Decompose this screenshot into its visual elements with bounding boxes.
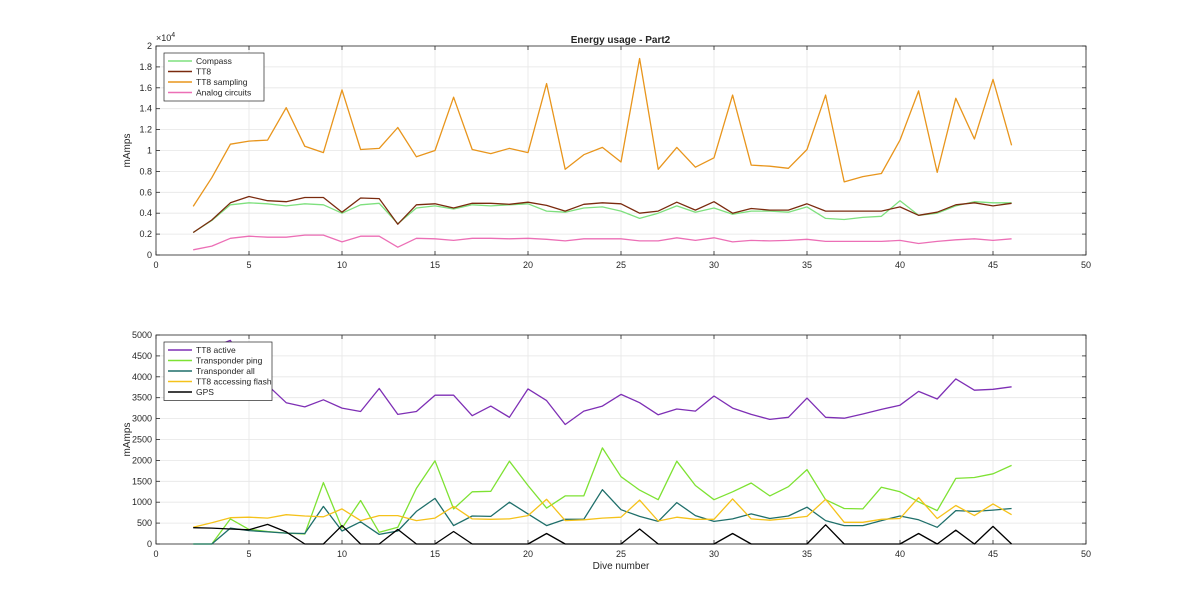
y-tick-label: 0	[147, 539, 152, 549]
x-tick-label: 0	[153, 549, 158, 559]
series-line-3	[192, 57, 1013, 207]
y-tick-label: 1500	[132, 476, 152, 486]
x-tick-label: 10	[337, 260, 347, 270]
y-tick-label: 0.6	[139, 187, 152, 197]
legend-label: Transponder all	[196, 366, 255, 376]
y-tick-label: 0.8	[139, 166, 152, 176]
x-tick-label: 15	[430, 549, 440, 559]
y-tick-label: 2000	[132, 455, 152, 465]
x-tick-label: 50	[1081, 260, 1091, 270]
x-tick-label: 5	[246, 549, 251, 559]
legend-label: Compass	[196, 56, 232, 66]
x-tick-label: 40	[895, 260, 905, 270]
series-lines	[193, 339, 1013, 545]
y-tick-label: 4000	[132, 372, 152, 382]
x-tick-label: 30	[709, 549, 719, 559]
x-tick-label: 35	[802, 260, 812, 270]
y-tick-label: 2500	[132, 435, 152, 445]
y-axis-label: mAmps	[122, 134, 133, 168]
legend-label: Analog circuits	[196, 88, 251, 98]
x-tick-label: 35	[802, 549, 812, 559]
legend-label: Transponder ping	[196, 356, 263, 366]
x-tick-label: 20	[523, 260, 533, 270]
chart-panel-1: 0 5 10 15 20 25 30 35 40 45 50 0 0.2 0.4 0.6 0.8 1 1.2 1.4…	[122, 32, 1091, 270]
x-tick-label: 15	[430, 260, 440, 270]
y-tick-label: 1.4	[139, 104, 152, 114]
x-tick-label: 25	[616, 549, 626, 559]
x-tick-label: 20	[523, 549, 533, 559]
y-axis-label: mAmps	[122, 423, 133, 457]
y-tick-label: 1.8	[139, 62, 152, 72]
x-tick-label: 30	[709, 260, 719, 270]
chart-panel-2: 0 5 10 15 20 25 30 35 40 45 5005001000150020002500…	[122, 330, 1091, 572]
x-tick-label: 50	[1081, 549, 1091, 559]
x-tick-label: 45	[988, 260, 998, 270]
legend-label: TT8 accessing flash	[196, 377, 272, 387]
y-exponent-label: ×104	[156, 32, 175, 43]
series-line-2	[193, 447, 1012, 545]
y-tick-label: 0.2	[139, 229, 152, 239]
plots: 0 5 10 15 20 25 30 35 40 45 5000.20.40.60.811.21.4…	[122, 32, 1091, 572]
series-line-4	[193, 234, 1012, 251]
x-tick-label: 45	[988, 549, 998, 559]
y-tick-label: 3000	[132, 414, 152, 424]
legend-label: TT8 sampling	[196, 77, 248, 87]
legend-label: TT8 active	[196, 345, 236, 355]
series-line-2	[192, 195, 1012, 234]
y-tick-label: 1.2	[139, 125, 152, 135]
x-tick-label: 5	[246, 260, 251, 270]
y-tick-label: 1000	[132, 497, 152, 507]
series-lines	[192, 57, 1013, 251]
y-tick-label: 0	[147, 250, 152, 260]
series-line-5	[193, 523, 1013, 545]
y-tick-label: 2	[147, 41, 152, 51]
x-tick-label: 10	[337, 549, 347, 559]
y-tick-label: 1	[147, 146, 152, 156]
series-line-4	[193, 496, 1012, 528]
x-axis-label: Dive number	[593, 561, 650, 572]
series-line-1	[192, 200, 1012, 234]
y-tick-label: 500	[137, 518, 152, 528]
series-line-1	[193, 339, 1012, 426]
legend-label: GPS	[196, 387, 214, 397]
y-tick-label: 3500	[132, 393, 152, 403]
legend-label: TT8	[196, 67, 211, 77]
x-tick-label: 25	[616, 260, 626, 270]
x-tick-label: 40	[895, 549, 905, 559]
y-tick-label: 0.4	[139, 208, 152, 218]
x-tick-label: 0	[153, 260, 158, 270]
figure-title: Energy usage - Part2	[571, 35, 671, 46]
y-tick-label: 1.6	[139, 83, 152, 93]
y-tick-label: 5000	[132, 330, 152, 340]
y-tick-label: 4500	[132, 351, 152, 361]
